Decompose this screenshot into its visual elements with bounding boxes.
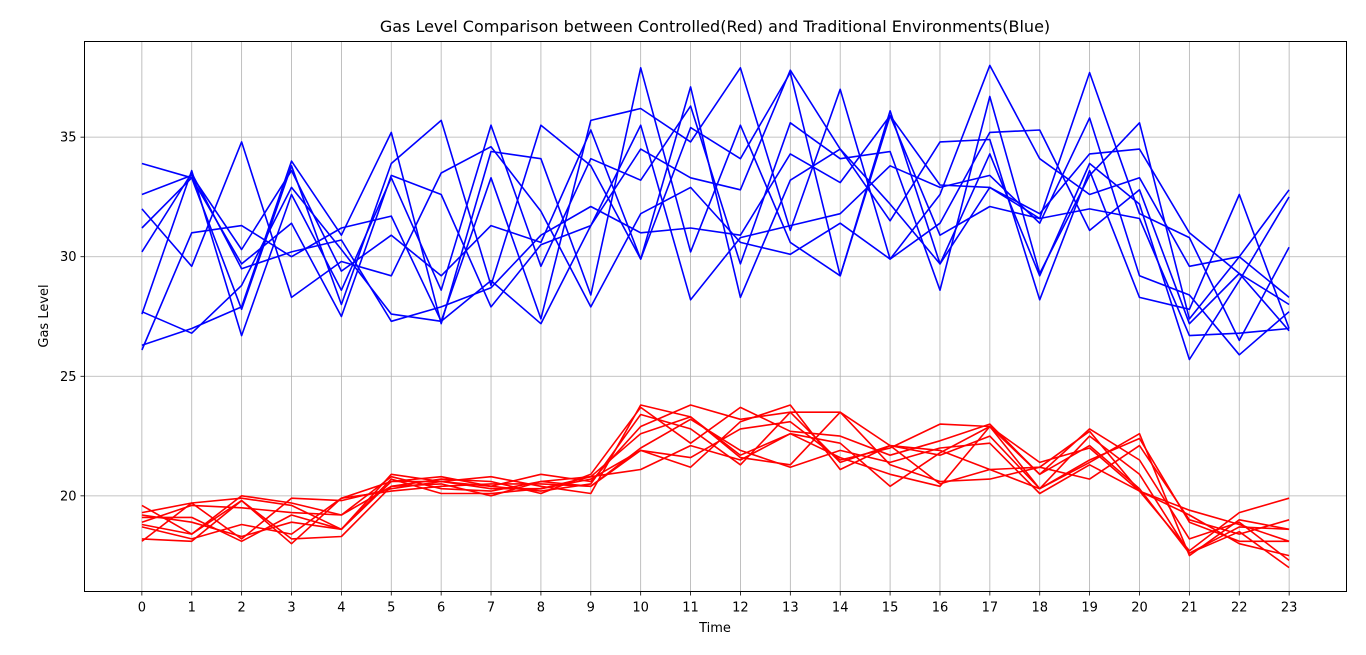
x-tick-label: 3 [287, 601, 295, 616]
x-tick-label: 8 [537, 601, 545, 616]
controlled-series-line-5 [141, 420, 1290, 557]
x-tick-label: 13 [782, 601, 799, 616]
controlled-series-line-4 [141, 406, 1290, 562]
x-tick-label: 20 [1131, 601, 1148, 616]
x-tick-label: 1 [188, 601, 196, 616]
x-axis-label: Time [698, 621, 731, 636]
x-tick-label: 10 [632, 601, 649, 616]
x-tick-label: 6 [437, 601, 445, 616]
x-tick-label: 5 [387, 601, 395, 616]
x-tick-label: 23 [1281, 601, 1298, 616]
controlled-series-line-7 [141, 411, 1290, 540]
traditional-series-line-9 [141, 69, 1290, 335]
x-tick-label: 11 [682, 601, 699, 616]
x-tick-label: 4 [337, 601, 345, 616]
x-tick-label: 7 [487, 601, 495, 616]
x-tick-label: 18 [1031, 601, 1048, 616]
x-tick-label: 19 [1081, 601, 1098, 616]
controlled-series-line-9 [141, 425, 1290, 555]
x-tick-label: 15 [882, 601, 899, 616]
x-tick-label: 0 [138, 601, 146, 616]
plot-area-frame [84, 41, 1347, 592]
y-tick-label: 20 [60, 489, 77, 504]
x-tick-label: 21 [1181, 601, 1198, 616]
y-tick-label: 30 [60, 250, 77, 265]
controlled-series-line-6 [141, 411, 1290, 569]
traditional-series-line-7 [141, 117, 1290, 356]
x-tick-label: 2 [237, 601, 245, 616]
traditional-series-line-6 [141, 129, 1290, 332]
x-tick-label: 12 [732, 601, 749, 616]
traditional-series-line-8 [141, 114, 1290, 337]
controlled-series-line-1 [141, 404, 1290, 557]
traditional-series-line-3 [141, 67, 1290, 346]
x-axis-ticks: 0 1 2 3 4 5 6 7 8 9 10 11 12 13 14 15 16 17 18 19 20 21 22 23 [138, 591, 1298, 616]
traditional-series-line-1 [141, 71, 1290, 361]
x-tick-label: 17 [982, 601, 999, 616]
x-tick-label: 14 [832, 601, 849, 616]
chart-title: Gas Level Comparison between Controlled(… [380, 17, 1050, 36]
x-tick-label: 16 [932, 601, 949, 616]
y-tick-label: 25 [60, 370, 77, 385]
traditional-series-line-4 [141, 95, 1290, 337]
y-axis-ticks: 20 25 30 35 [60, 131, 85, 504]
y-tick-label: 35 [60, 131, 77, 146]
controlled-series-line-8 [141, 418, 1290, 543]
x-tick-label: 9 [587, 601, 595, 616]
series-lines [141, 64, 1290, 569]
y-axis-label: Gas Level [37, 284, 52, 347]
controlled-series-line-2 [141, 404, 1290, 552]
traditional-series-line-5 [141, 86, 1290, 329]
controlled-series-line-3 [141, 404, 1290, 543]
grid [84, 41, 1347, 592]
x-tick-label: 22 [1231, 601, 1248, 616]
